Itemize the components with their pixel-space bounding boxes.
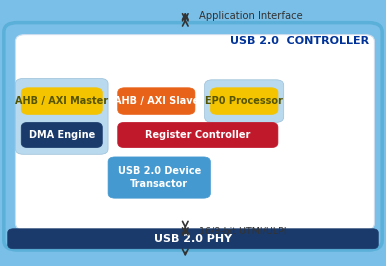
FancyBboxPatch shape: [21, 88, 102, 114]
FancyBboxPatch shape: [210, 88, 278, 114]
FancyBboxPatch shape: [21, 122, 102, 148]
Text: 16/8-bit UTMI/ULPI: 16/8-bit UTMI/ULPI: [199, 226, 286, 235]
Text: Register Controller: Register Controller: [145, 130, 251, 140]
FancyBboxPatch shape: [205, 80, 284, 122]
Text: AHB / AXI Slave: AHB / AXI Slave: [114, 96, 199, 106]
FancyBboxPatch shape: [4, 23, 382, 250]
Text: EP0 Processor: EP0 Processor: [205, 96, 283, 106]
FancyBboxPatch shape: [118, 122, 278, 148]
Text: Application Interface: Application Interface: [199, 11, 303, 21]
Text: USB 2.0 Device
Transactor: USB 2.0 Device Transactor: [118, 166, 201, 189]
Text: USB 2.0  CONTROLLER: USB 2.0 CONTROLLER: [230, 36, 369, 46]
FancyBboxPatch shape: [15, 35, 374, 230]
FancyBboxPatch shape: [108, 157, 210, 198]
Text: DMA Engine: DMA Engine: [29, 130, 95, 140]
FancyBboxPatch shape: [118, 88, 195, 114]
Text: USB 2.0 PHY: USB 2.0 PHY: [154, 234, 232, 244]
FancyBboxPatch shape: [15, 78, 108, 154]
Text: AHB / AXI Master: AHB / AXI Master: [15, 96, 108, 106]
FancyBboxPatch shape: [8, 229, 378, 249]
